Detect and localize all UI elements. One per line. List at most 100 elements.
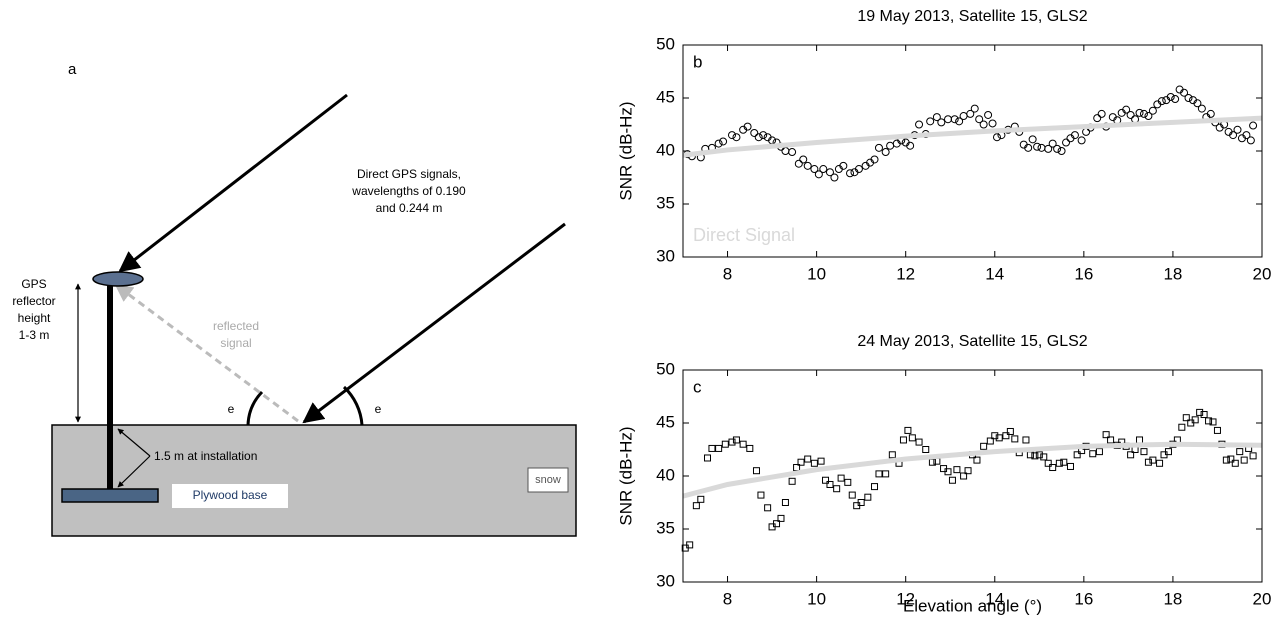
point <box>789 478 795 484</box>
panel-label: b <box>693 52 702 71</box>
x-tick-label: 8 <box>723 589 732 608</box>
point <box>716 445 722 451</box>
point <box>954 467 960 473</box>
point <box>949 477 955 483</box>
point <box>715 140 722 147</box>
point <box>782 148 789 155</box>
x-tick-label: 14 <box>985 589 1004 608</box>
point <box>1157 460 1163 466</box>
annotation: Plywood base <box>193 488 268 502</box>
point <box>823 477 829 483</box>
point <box>1197 409 1203 415</box>
point <box>1198 105 1205 112</box>
point <box>751 129 758 136</box>
angle-arc <box>344 387 362 425</box>
reflected-signal-arrow <box>116 285 298 421</box>
point <box>820 166 827 173</box>
diagram: a Direct GPS signals, wavelengths of 0.1… <box>12 61 576 536</box>
series-label: Direct Signal <box>693 225 795 245</box>
direct-signal-arrow <box>120 95 347 271</box>
point <box>755 134 762 141</box>
point <box>1050 465 1056 471</box>
point <box>834 486 840 492</box>
y-tick-label: 35 <box>656 518 675 537</box>
point <box>747 445 753 451</box>
point <box>1096 449 1102 455</box>
point <box>887 142 894 149</box>
point <box>765 505 771 511</box>
y-tick-label: 50 <box>656 34 675 53</box>
point <box>916 439 922 445</box>
y-tick-label: 40 <box>656 465 675 484</box>
y-axis-label: SNR (dB-Hz) <box>616 101 635 200</box>
x-tick-label: 18 <box>1163 589 1182 608</box>
point <box>1034 143 1041 150</box>
point <box>1145 459 1151 465</box>
x-tick-label: 10 <box>807 589 826 608</box>
plywood <box>62 489 158 502</box>
y-tick-label: 30 <box>656 571 675 590</box>
point <box>782 500 788 506</box>
point <box>838 475 844 481</box>
point <box>1140 110 1147 117</box>
point <box>827 481 833 487</box>
point <box>1029 136 1036 143</box>
y-axis-label: SNR (dB-Hz) <box>616 426 635 525</box>
point <box>1023 437 1029 443</box>
point <box>709 445 715 451</box>
point <box>1063 139 1070 146</box>
direct-signal-arrow <box>304 224 565 422</box>
angle-label: e <box>375 402 382 416</box>
point <box>951 116 958 123</box>
annotation: 1-3 m <box>19 328 50 342</box>
point <box>900 437 906 443</box>
chart-title: 19 May 2013, Satellite 15, GLS2 <box>857 8 1087 25</box>
point <box>845 479 851 485</box>
point <box>875 144 882 151</box>
point <box>1038 144 1045 151</box>
point <box>1214 427 1220 433</box>
x-tick-label: 12 <box>896 264 915 283</box>
point <box>1237 449 1243 455</box>
point <box>847 170 854 177</box>
point <box>1136 109 1143 116</box>
point <box>882 149 889 156</box>
panel-label: c <box>693 377 702 396</box>
point <box>916 121 923 128</box>
point <box>1098 110 1105 117</box>
point <box>693 503 699 509</box>
y-tick-label: 40 <box>656 140 675 159</box>
point <box>1007 428 1013 434</box>
point <box>889 452 895 458</box>
annotation: and 0.244 m <box>376 201 443 215</box>
point <box>1247 137 1254 144</box>
x-tick-label: 20 <box>1253 589 1272 608</box>
point <box>729 439 735 445</box>
x-tick-label: 20 <box>1253 264 1272 283</box>
point <box>1094 115 1101 122</box>
point <box>1074 452 1080 458</box>
point <box>905 427 911 433</box>
point <box>1201 412 1207 418</box>
point <box>1250 453 1256 459</box>
point <box>1150 457 1156 463</box>
chart-title: 24 May 2013, Satellite 15, GLS2 <box>857 333 1087 350</box>
point <box>1083 128 1090 135</box>
point <box>1234 126 1241 133</box>
point <box>1090 451 1096 457</box>
y-tick-label: 35 <box>656 193 675 212</box>
point <box>923 447 929 453</box>
point <box>985 111 992 118</box>
angle-arc <box>248 392 262 425</box>
point <box>804 162 811 169</box>
figure: a Direct GPS signals, wavelengths of 0.1… <box>0 0 1279 621</box>
fit-line <box>683 444 1262 496</box>
point <box>1012 436 1018 442</box>
point <box>1078 137 1085 144</box>
x-tick-label: 14 <box>985 264 1004 283</box>
annotation: height <box>18 311 51 325</box>
x-axis-label: Elevation angle (°) <box>903 596 1042 615</box>
angle-label: e <box>228 402 235 416</box>
point <box>722 441 728 447</box>
point <box>876 471 882 477</box>
